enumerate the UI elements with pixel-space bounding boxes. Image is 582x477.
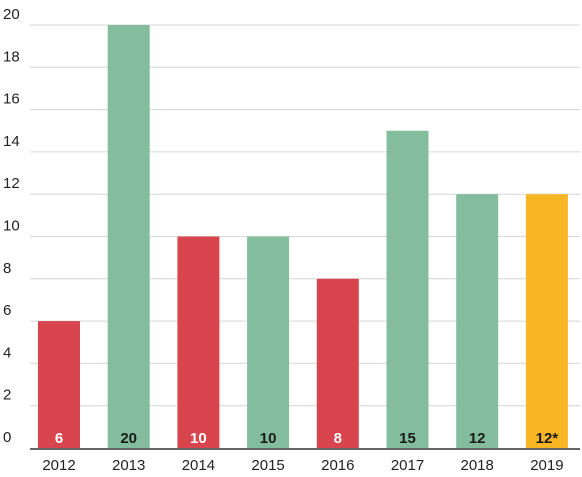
bar — [247, 236, 290, 448]
x-tick-label: 2018 — [461, 457, 494, 474]
bar — [177, 236, 220, 448]
x-tick-label: 2019 — [530, 457, 563, 474]
x-tick-label: 2014 — [182, 457, 215, 474]
data-label: 12* — [536, 430, 559, 447]
y-tick-label: 12 — [3, 175, 20, 192]
bar — [38, 321, 80, 448]
data-label: 10 — [260, 430, 277, 447]
bar — [386, 130, 429, 448]
y-tick-label: 18 — [3, 48, 20, 65]
y-tick-label: 0 — [3, 429, 11, 446]
x-tick-label: 2015 — [251, 457, 284, 474]
bar — [525, 194, 568, 448]
y-tick-label: 14 — [3, 133, 20, 150]
data-label: 12 — [469, 430, 486, 447]
bar — [107, 25, 150, 448]
data-label: 8 — [334, 430, 342, 447]
x-tick-label: 2012 — [42, 457, 75, 474]
x-tick-label: 2016 — [321, 457, 354, 474]
y-tick-label: 10 — [3, 218, 20, 235]
y-tick-label: 2 — [3, 387, 11, 404]
x-axis-ticks: 2012 2013 2014 2015 2016 2017 2018 2019 — [42, 457, 563, 474]
data-label: 20 — [120, 430, 137, 447]
y-tick-label: 20 — [3, 6, 20, 23]
bars — [38, 25, 568, 448]
data-label: 6 — [55, 430, 63, 447]
y-tick-label: 4 — [3, 344, 11, 361]
x-tick-label: 2017 — [391, 457, 424, 474]
x-tick-label: 2013 — [112, 457, 145, 474]
y-tick-label: 8 — [3, 260, 11, 277]
y-tick-label: 6 — [3, 302, 11, 319]
data-label: 10 — [190, 430, 207, 447]
bar — [456, 194, 499, 448]
data-labels: 6 20 10 10 8 15 12 12* — [55, 430, 558, 447]
y-axis-ticks: 0 2 4 6 8 10 12 14 16 18 20 — [3, 6, 20, 446]
bar — [316, 278, 359, 448]
y-tick-label: 16 — [3, 91, 20, 108]
data-label: 15 — [399, 430, 416, 447]
